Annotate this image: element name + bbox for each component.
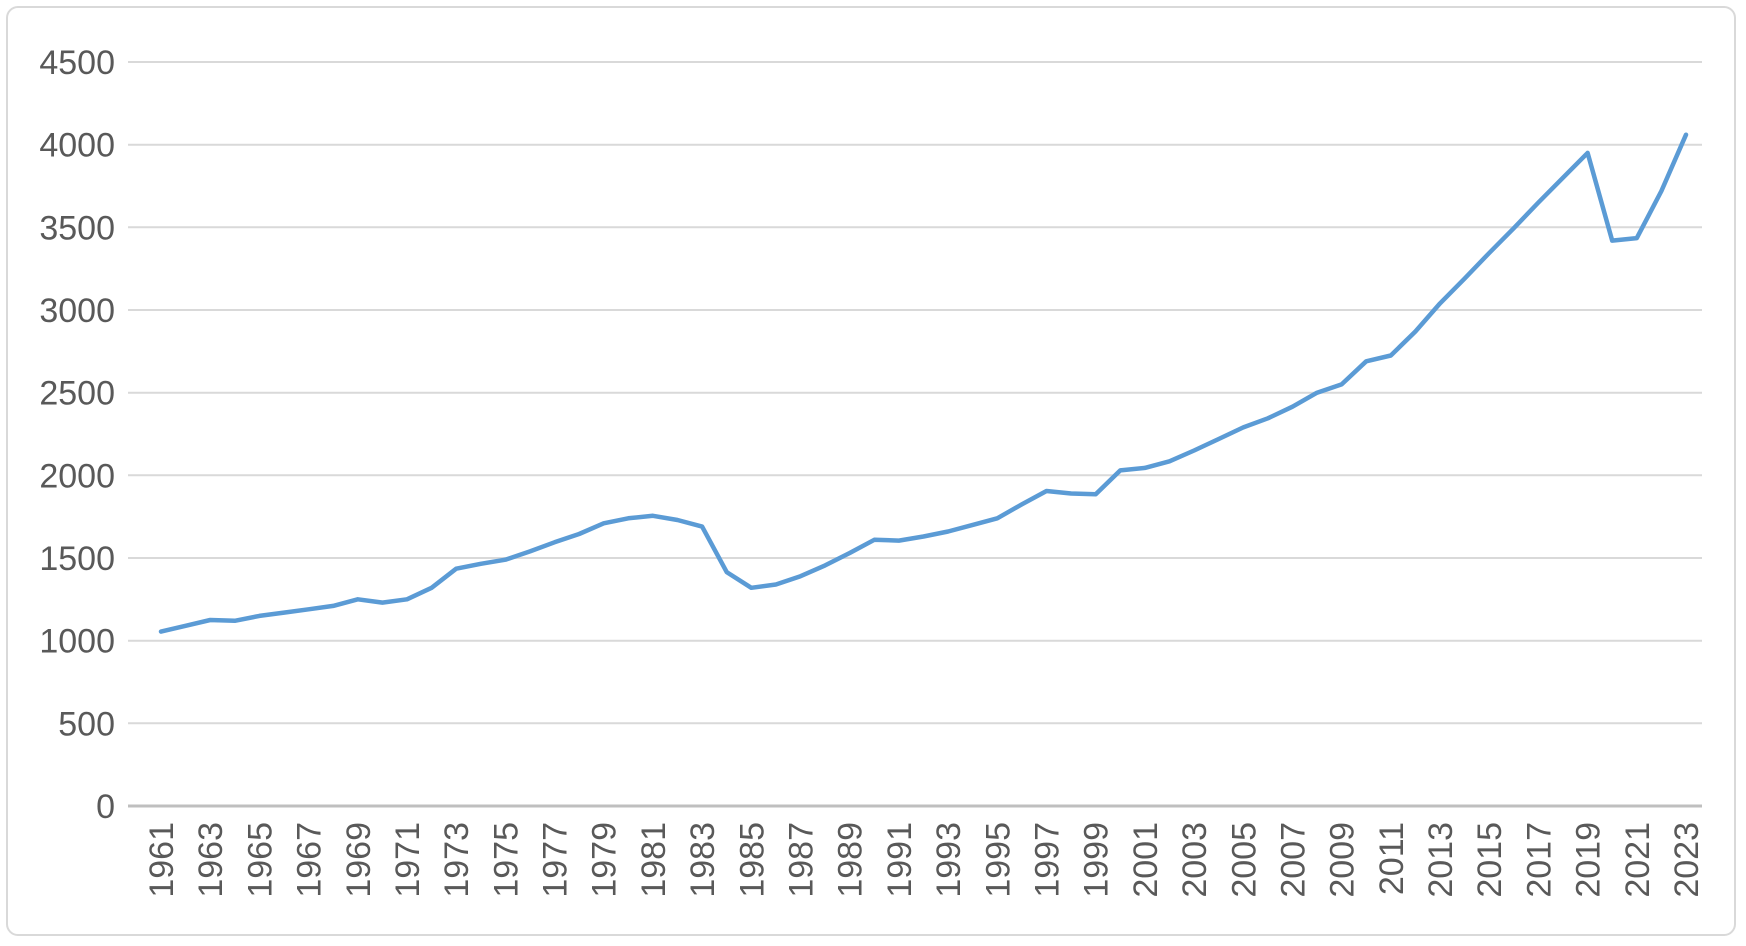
data-line-series <box>158 132 1689 634</box>
x-tick-label: 2003 <box>1176 822 1214 898</box>
x-tick-label: 1967 <box>291 822 329 898</box>
x-tick-label: 2017 <box>1520 822 1558 898</box>
x-tick-label: 1971 <box>389 822 427 898</box>
x-tick-label: 1987 <box>783 822 821 898</box>
x-tick-label: 1985 <box>733 822 771 898</box>
x-tick-label: 2021 <box>1619 822 1657 898</box>
x-tick-label: 1989 <box>832 822 870 898</box>
x-tick-label: 1961 <box>143 822 181 898</box>
x-tick-label: 1969 <box>340 822 378 898</box>
x-tick-label: 1983 <box>684 822 722 898</box>
x-tick-label: 2007 <box>1275 822 1313 898</box>
y-tick-label: 0 <box>96 788 115 826</box>
y-tick-label: 3500 <box>39 209 115 247</box>
x-tick-label: 1999 <box>1078 822 1116 898</box>
y-tick-label: 1000 <box>39 623 115 661</box>
x-tick-label: 2015 <box>1471 822 1509 898</box>
y-tick-label: 2500 <box>39 375 115 413</box>
y-tick-label: 4500 <box>39 44 115 82</box>
x-tick-label: 1995 <box>979 822 1017 898</box>
x-tick-label: 1973 <box>438 822 476 898</box>
x-tick-label: 2005 <box>1225 822 1263 898</box>
gridlines <box>128 61 1702 808</box>
x-tick-label: 1993 <box>930 822 968 898</box>
x-tick-label: 2013 <box>1422 822 1460 898</box>
x-tick-label: 2023 <box>1668 822 1706 898</box>
x-tick-label: 2001 <box>1127 822 1165 898</box>
y-tick-label: 2000 <box>39 457 115 495</box>
x-axis-labels: 1961 1963 1965 1967 1969 1971 1973 1975 1977 1979… <box>143 822 1706 898</box>
x-tick-label: 1975 <box>487 822 525 898</box>
x-tick-label: 1963 <box>192 822 230 898</box>
chart-frame: 0 500 1000 1500 2000 2500 3000 3500 4000 4500 1961… <box>6 6 1736 936</box>
x-tick-label: 1981 <box>635 822 673 898</box>
x-tick-label: 1965 <box>241 822 279 898</box>
x-tick-label: 1991 <box>881 822 919 898</box>
x-tick-label: 1997 <box>1029 822 1067 898</box>
y-axis-labels: 0 500 1000 1500 2000 2500 3000 3500 4000 4500 <box>39 44 115 826</box>
y-tick-label: 3000 <box>39 292 115 330</box>
y-tick-label: 1500 <box>39 540 115 578</box>
y-tick-label: 500 <box>58 705 115 743</box>
x-tick-label: 2011 <box>1373 822 1411 895</box>
x-tick-label: 1977 <box>537 822 575 898</box>
x-tick-label: 2009 <box>1324 822 1362 898</box>
x-tick-label: 1979 <box>586 822 624 898</box>
y-tick-label: 4000 <box>39 127 115 165</box>
x-tick-label: 2019 <box>1570 822 1608 898</box>
line-chart: 0 500 1000 1500 2000 2500 3000 3500 4000 4500 1961… <box>39 44 1706 898</box>
